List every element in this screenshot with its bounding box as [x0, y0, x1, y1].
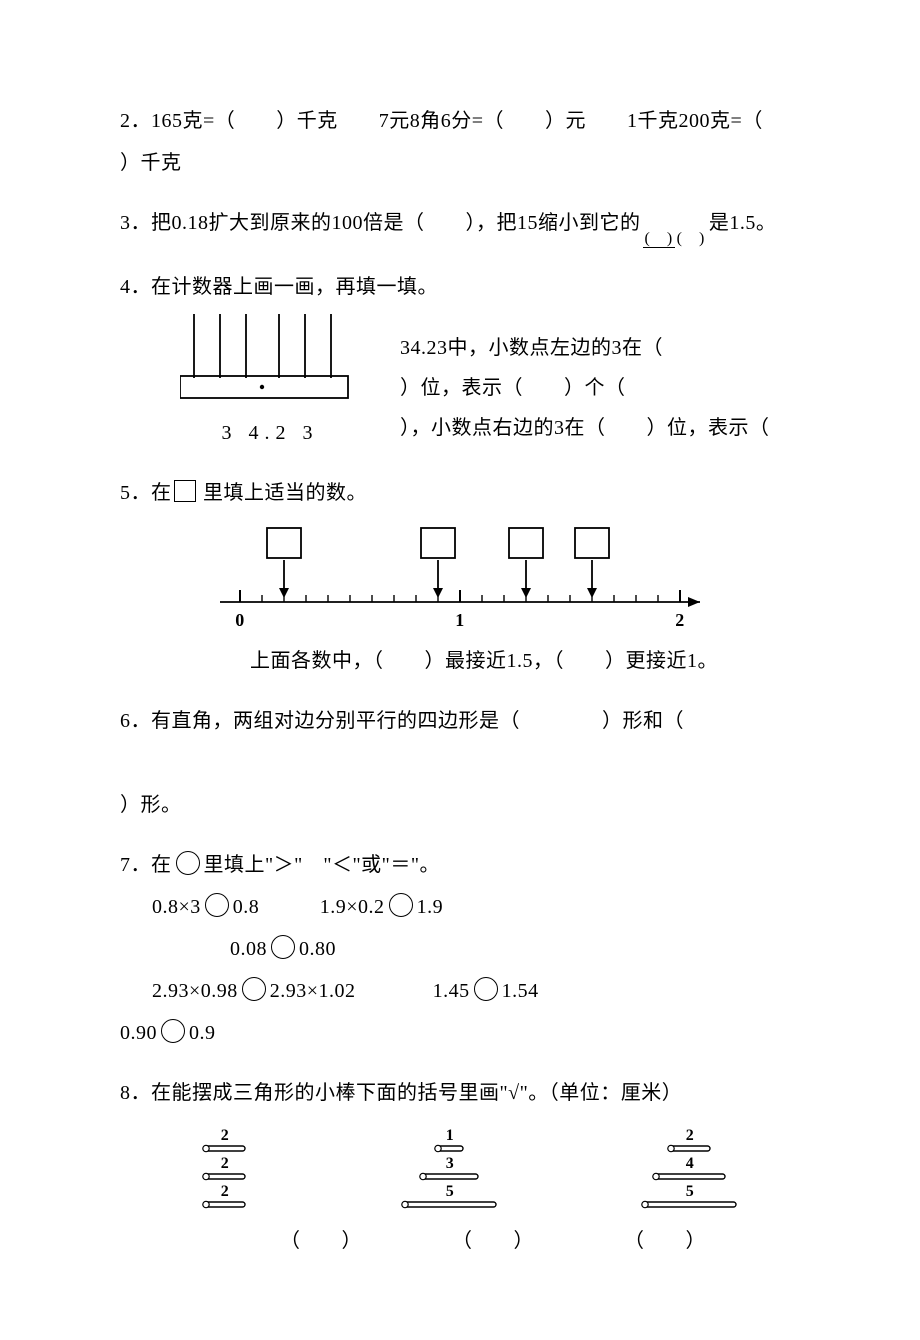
q4-text-col: 34.23中，小数点左边的3在（ ）位，表示（ ）个（ ），小数点右边的3在（ … [400, 314, 770, 448]
q8-title: 8．在能摆成三角形的小棒下面的括号里画"√"。（单位：厘米） [120, 1072, 810, 1114]
q7-r1d: 1.9 [417, 896, 444, 918]
svg-text:2: 2 [675, 610, 685, 630]
q7-row3: 2.93×0.98 2.93×1.02 1.45 1.54 [120, 970, 810, 1012]
circle-icon [474, 977, 498, 1001]
question-5: 5．在 里填上适当的数。 0 1 2 上面各数中，（ ）最接近1.5，（ ）更接近1… [120, 472, 810, 682]
q2-line1: 2．165克=（ ）千克 7元8角6分=（ ）元 1千克200克=（ [120, 110, 763, 132]
q3-frac-den: ( ) [675, 230, 707, 247]
circle-icon [205, 893, 229, 917]
q6-line2: ）形。 [120, 794, 182, 816]
q4-line3: ），小数点右边的3在（ ）位，表示（ [400, 417, 770, 439]
q7-r3b: 2.93×1.02 [270, 980, 356, 1002]
q8-p3: （ ） [624, 1220, 706, 1262]
q8-set3: 2 4 5 [620, 1124, 760, 1214]
q7-title-b: 里填上"＞" "＜"或"＝"。 [204, 854, 440, 876]
circle-icon [242, 977, 266, 1001]
q8-sticks-row: 2 2 2 1 3 5 2 4 5 [120, 1124, 810, 1214]
q5-number-line-wrap: 0 1 2 [120, 522, 810, 634]
q3-suffix: 是1.5。 [709, 212, 777, 234]
q8-set2: 1 3 5 [380, 1124, 520, 1214]
q7-r2b: 0.80 [299, 938, 336, 960]
q7-r4a: 0.90 [120, 1022, 157, 1044]
sticks2-svg: 1 3 5 [380, 1124, 520, 1214]
q7-row2: 0.08 0.80 [120, 928, 810, 970]
circle-icon [176, 851, 200, 875]
abacus-diagram: 3 4.2 3 [180, 314, 360, 454]
q5-title-a: 5．在 [120, 482, 172, 504]
q4-abacus-col: 3 4.2 3 [120, 314, 360, 454]
question-7: 7．在 里填上"＞" "＜"或"＝"。 0.8×3 0.8 1.9×0.2 1.9 0… [120, 844, 810, 1054]
svg-text:2: 2 [221, 1155, 230, 1172]
q7-title: 7．在 里填上"＞" "＜"或"＝"。 [120, 844, 810, 886]
abacus-number: 3 4.2 3 [180, 412, 360, 454]
q2-line2: ）千克 [120, 152, 182, 174]
question-3: 3．把0.18扩大到原来的100倍是（ ），把15缩小到它的( )( )是1.5… [120, 202, 810, 248]
q7-r4b: 0.9 [189, 1022, 216, 1044]
svg-text:3: 3 [446, 1155, 455, 1172]
q7-row4: 0.90 0.9 [120, 1012, 810, 1054]
q5-title: 5．在 里填上适当的数。 [120, 472, 810, 514]
svg-text:5: 5 [446, 1183, 455, 1200]
q7-r3c: 1.45 [433, 980, 470, 1002]
q7-r3a: 2.93×0.98 [152, 980, 238, 1002]
svg-text:1: 1 [455, 610, 465, 630]
q7-r1a: 0.8×3 [152, 896, 201, 918]
circle-icon [389, 893, 413, 917]
q8-set1: 2 2 2 [170, 1124, 280, 1214]
question-4: 4．在计数器上画一画，再填一填。 3 4.2 3 34.23中，小数点左边的3在… [120, 266, 810, 454]
svg-text:2: 2 [221, 1127, 230, 1144]
svg-text:0: 0 [235, 610, 245, 630]
q7-r2a: 0.08 [230, 938, 267, 960]
sticks1-svg: 2 2 2 [170, 1124, 280, 1214]
number-line-svg: 0 1 2 [210, 522, 720, 634]
q7-r1c: 1.9×0.2 [320, 896, 385, 918]
q7-row1: 0.8×3 0.8 1.9×0.2 1.9 [120, 886, 810, 928]
svg-text:2: 2 [221, 1183, 230, 1200]
q4-title: 4．在计数器上画一画，再填一填。 [120, 266, 810, 308]
circle-icon [161, 1019, 185, 1043]
question-2: 2．165克=（ ）千克 7元8角6分=（ ）元 1千克200克=（ ）千克 [120, 100, 810, 184]
svg-text:1: 1 [446, 1127, 455, 1144]
q4-line2: ）位，表示（ ）个（ [400, 377, 626, 399]
q5-bottom: 上面各数中，（ ）最接近1.5，（ ）更接近1。 [120, 640, 810, 682]
q7-title-a: 7．在 [120, 854, 172, 876]
q5-title-b: 里填上适当的数。 [198, 482, 368, 504]
worksheet-page: 2．165克=（ ）千克 7元8角6分=（ ）元 1千克200克=（ ）千克 3… [0, 0, 920, 1340]
q8-p2: （ ） [452, 1220, 534, 1262]
q8-paren-row: （ ） （ ） （ ） [120, 1220, 810, 1262]
svg-text:5: 5 [686, 1183, 695, 1200]
box-icon [174, 480, 196, 502]
circle-icon [271, 935, 295, 959]
q4-body: 3 4.2 3 34.23中，小数点左边的3在（ ）位，表示（ ）个（ ），小数… [120, 314, 810, 454]
svg-text:4: 4 [686, 1155, 695, 1172]
question-8: 8．在能摆成三角形的小棒下面的括号里画"√"。（单位：厘米） 2 2 2 1 3 5 2… [120, 1072, 810, 1262]
q6-line1: 6．有直角，两组对边分别平行的四边形是（ ）形和（ [120, 710, 684, 732]
q3-fraction: ( )( ) [643, 230, 707, 248]
sticks3-svg: 2 4 5 [620, 1124, 760, 1214]
q8-p1: （ ） [280, 1220, 362, 1262]
q7-r1b: 0.8 [233, 896, 260, 918]
svg-text:2: 2 [686, 1127, 695, 1144]
q4-line1: 34.23中，小数点左边的3在（ [400, 337, 663, 359]
q7-r3d: 1.54 [502, 980, 539, 1002]
q3-frac-num: ( ) [643, 230, 675, 248]
q3-prefix: 3．把0.18扩大到原来的100倍是（ ），把15缩小到它的 [120, 212, 641, 234]
question-6: 6．有直角，两组对边分别平行的四边形是（ ）形和（ ）形。 [120, 700, 810, 826]
abacus-svg [180, 314, 360, 406]
